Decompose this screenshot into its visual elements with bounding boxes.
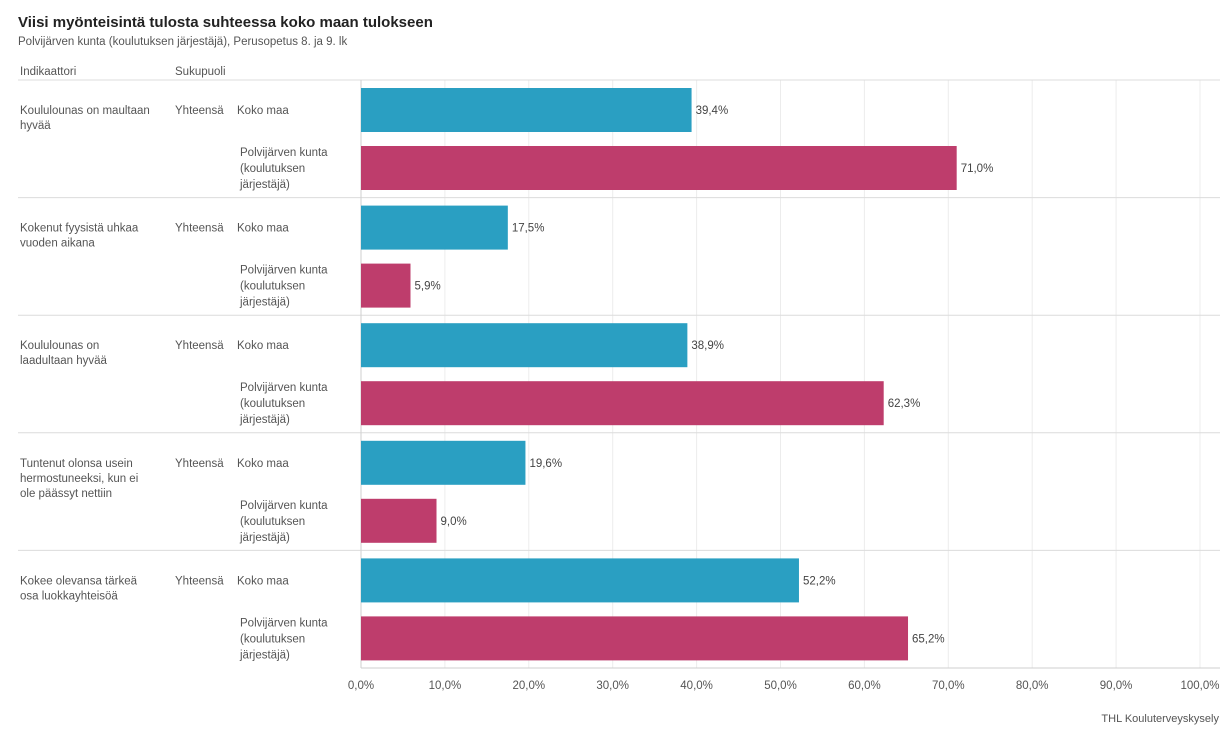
data-label: 62,3%: [888, 398, 921, 410]
x-tick-label: 30,0%: [596, 680, 629, 692]
bar: [361, 558, 799, 603]
x-tick-label: 80,0%: [1016, 680, 1049, 692]
series-label: Koko maa: [237, 340, 289, 352]
data-label: 38,9%: [691, 340, 724, 352]
x-tick-label: 10,0%: [429, 680, 462, 692]
bar: [361, 263, 411, 308]
x-tick-label: 40,0%: [680, 680, 713, 692]
x-tick-label: 70,0%: [932, 680, 965, 692]
indicator-label: Tuntenut olonsa usein hermostuneeksi, kun…: [20, 458, 138, 500]
data-label: 52,2%: [803, 575, 836, 587]
column-header-indicator: Indikaattori: [20, 66, 77, 78]
series-label: Polvijärven kunta (koulutuksen järjestäjä): [239, 500, 328, 544]
indicator-label: Koululounas on laadultaan hyvää: [20, 340, 108, 367]
gender-label: Yhteensä: [175, 575, 224, 587]
data-label: 5,9%: [415, 281, 441, 293]
x-tick-label: 50,0%: [764, 680, 797, 692]
bar: [361, 88, 692, 132]
column-header-gender: Sukupuoli: [175, 66, 226, 78]
bar: [361, 616, 909, 661]
bar: [361, 498, 437, 543]
x-tick-label: 100,0%: [1180, 680, 1219, 692]
data-label: 9,0%: [441, 516, 467, 528]
data-label: 65,2%: [912, 633, 945, 645]
x-tick-label: 90,0%: [1100, 680, 1133, 692]
chart-title: Viisi myönteisintä tulosta suhteessa kok…: [18, 14, 433, 31]
x-tick-label: 0,0%: [348, 680, 374, 692]
series-label: Koko maa: [237, 223, 289, 235]
indicator-label: Koululounas on maultaan hyvää: [20, 105, 150, 132]
series-label: Polvijärven kunta (koulutuksen järjestäjä): [239, 265, 328, 309]
data-label: 39,4%: [696, 105, 729, 117]
bar: [361, 440, 526, 485]
x-tick-label: 20,0%: [512, 680, 545, 692]
series-label: Polvijärven kunta (koulutuksen järjestäjä): [239, 382, 328, 426]
bar: [361, 146, 957, 190]
series-label: Koko maa: [237, 575, 289, 587]
indicator-label: Kokenut fyysistä uhkaa vuoden aikana: [20, 223, 139, 250]
bar: [361, 381, 884, 426]
gender-label: Yhteensä: [175, 223, 224, 235]
data-label: 71,0%: [961, 163, 994, 175]
chart-subtitle: Polvijärven kunta (koulutuksen järjestäj…: [18, 36, 348, 48]
gender-label: Yhteensä: [175, 458, 224, 470]
series-label: Koko maa: [237, 105, 289, 117]
gender-label: Yhteensä: [175, 340, 224, 352]
data-label: 17,5%: [512, 223, 545, 235]
bar: [361, 205, 508, 250]
gender-label: Yhteensä: [175, 105, 224, 117]
series-label: Koko maa: [237, 458, 289, 470]
bar: [361, 323, 688, 368]
x-tick-label: 60,0%: [848, 680, 881, 692]
indicator-label: Kokee olevansa tärkeä osa luokkayhteisöä: [20, 575, 138, 602]
data-label: 19,6%: [529, 458, 562, 470]
source-credit: THL Kouluterveyskysely: [1101, 713, 1219, 725]
series-label: Polvijärven kunta (koulutuksen järjestäjä): [239, 147, 328, 191]
series-label: Polvijärven kunta (koulutuksen järjestäjä): [239, 617, 328, 661]
